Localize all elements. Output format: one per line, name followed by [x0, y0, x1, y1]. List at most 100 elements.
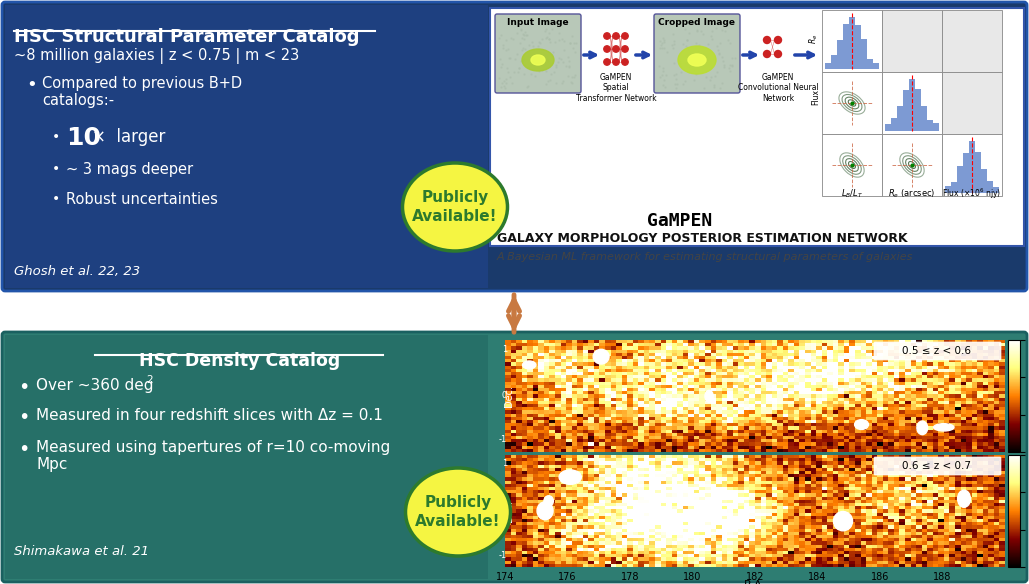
FancyBboxPatch shape	[654, 14, 740, 93]
Text: Publicly
Available!: Publicly Available!	[416, 495, 501, 529]
FancyBboxPatch shape	[874, 457, 1001, 475]
Text: •: •	[52, 162, 61, 176]
Bar	[963, 154, 968, 193]
Text: 1: 1	[502, 346, 507, 354]
FancyBboxPatch shape	[495, 14, 581, 93]
Text: 174: 174	[496, 572, 514, 582]
Circle shape	[775, 36, 781, 43]
Text: Dec.: Dec.	[504, 385, 514, 407]
Bar	[831, 55, 837, 69]
Bar	[975, 152, 981, 193]
Text: HSC Structural Parameter Catalog: HSC Structural Parameter Catalog	[14, 28, 359, 46]
Bar	[987, 181, 993, 193]
Text: Over ~360 deg: Over ~360 deg	[36, 378, 153, 393]
Bar	[957, 166, 962, 193]
Bar	[993, 187, 998, 193]
Text: 180: 180	[683, 572, 702, 582]
Text: GaMPEN
Spatial
Transformer Network: GaMPEN Spatial Transformer Network	[575, 73, 657, 103]
Text: 178: 178	[620, 572, 639, 582]
Bar	[933, 123, 938, 131]
FancyBboxPatch shape	[5, 5, 488, 288]
Text: Shimakawa et al. 21: Shimakawa et al. 21	[14, 545, 149, 558]
Bar	[927, 120, 932, 131]
Bar	[942, 134, 1002, 196]
Bar	[822, 134, 882, 196]
Text: GALAXY MORPHOLOGY POSTERIOR ESTIMATION NETWORK: GALAXY MORPHOLOGY POSTERIOR ESTIMATION N…	[497, 232, 908, 245]
Circle shape	[764, 50, 771, 57]
Text: Cropped Image: Cropped Image	[659, 18, 736, 27]
Bar	[867, 59, 873, 69]
Bar	[882, 10, 942, 72]
Ellipse shape	[537, 502, 553, 520]
Bar	[969, 141, 974, 193]
Circle shape	[604, 46, 610, 52]
Text: ~8 million galaxies | z < 0.75 | m < 23: ~8 million galaxies | z < 0.75 | m < 23	[14, 48, 299, 64]
Circle shape	[764, 36, 771, 43]
Text: $R_e$ (arcsec): $R_e$ (arcsec)	[888, 188, 935, 200]
Text: $L_B/L_T$: $L_B/L_T$	[841, 188, 863, 200]
Bar	[873, 64, 879, 69]
Ellipse shape	[523, 361, 536, 369]
Bar	[942, 10, 1002, 72]
Bar	[945, 186, 951, 193]
Ellipse shape	[559, 470, 581, 484]
Bar	[897, 106, 902, 131]
Text: 176: 176	[559, 572, 576, 582]
Circle shape	[613, 46, 619, 52]
Ellipse shape	[544, 496, 554, 506]
Text: 1: 1	[502, 460, 507, 468]
FancyBboxPatch shape	[2, 332, 1027, 582]
Text: GaMPEN: GaMPEN	[647, 212, 713, 230]
Ellipse shape	[833, 512, 853, 531]
Text: 0.6 ≤ z < 0.7: 0.6 ≤ z < 0.7	[902, 461, 971, 471]
Ellipse shape	[522, 49, 554, 71]
Text: 184: 184	[809, 572, 826, 582]
Text: 186: 186	[871, 572, 889, 582]
Ellipse shape	[593, 349, 609, 364]
Text: GaMPEN
Convolutional Neural
Network: GaMPEN Convolutional Neural Network	[738, 73, 818, 103]
FancyBboxPatch shape	[5, 335, 488, 579]
Text: ×  larger: × larger	[92, 128, 166, 146]
Ellipse shape	[705, 390, 713, 402]
Text: Measured using tapertures of r=10 co-moving
Mpc: Measured using tapertures of r=10 co-mov…	[36, 440, 390, 472]
Text: 182: 182	[746, 572, 765, 582]
Text: Measured in four redshift slices with Δz = 0.1: Measured in four redshift slices with Δz…	[36, 408, 383, 423]
FancyBboxPatch shape	[874, 342, 1001, 360]
Text: Compared to previous B+D
catalogs:-: Compared to previous B+D catalogs:-	[42, 76, 242, 109]
Text: 10: 10	[66, 126, 101, 150]
Ellipse shape	[678, 46, 716, 74]
Text: Ghosh et al. 22, 23: Ghosh et al. 22, 23	[14, 265, 140, 278]
Text: ~ 3 mags deeper: ~ 3 mags deeper	[66, 162, 193, 177]
Bar	[903, 90, 909, 131]
Text: •: •	[52, 130, 61, 144]
Bar	[981, 169, 987, 193]
Text: -1: -1	[499, 436, 507, 444]
Circle shape	[613, 59, 619, 65]
Circle shape	[604, 33, 610, 39]
Text: R.A.: R.A.	[744, 580, 766, 584]
Bar	[891, 118, 896, 131]
Text: -1: -1	[499, 551, 507, 559]
FancyBboxPatch shape	[490, 8, 1024, 246]
Bar	[849, 17, 854, 69]
Text: 0.5 ≤ z < 0.6: 0.5 ≤ z < 0.6	[902, 346, 971, 356]
Text: •: •	[17, 378, 30, 397]
Bar	[882, 134, 942, 196]
Bar	[843, 24, 849, 69]
Bar	[885, 124, 890, 131]
Text: 0: 0	[502, 506, 507, 515]
Text: •: •	[17, 440, 30, 459]
Ellipse shape	[531, 55, 545, 65]
Text: •: •	[17, 408, 30, 427]
Ellipse shape	[933, 423, 954, 431]
Bar	[861, 39, 866, 69]
Ellipse shape	[917, 421, 928, 434]
Bar	[837, 40, 843, 69]
Text: 0: 0	[502, 391, 507, 399]
Ellipse shape	[855, 420, 868, 429]
Text: HSC Density Catalog: HSC Density Catalog	[139, 352, 341, 370]
Text: •: •	[26, 76, 37, 94]
Bar	[825, 63, 830, 69]
Bar	[855, 25, 860, 69]
Circle shape	[604, 59, 610, 65]
